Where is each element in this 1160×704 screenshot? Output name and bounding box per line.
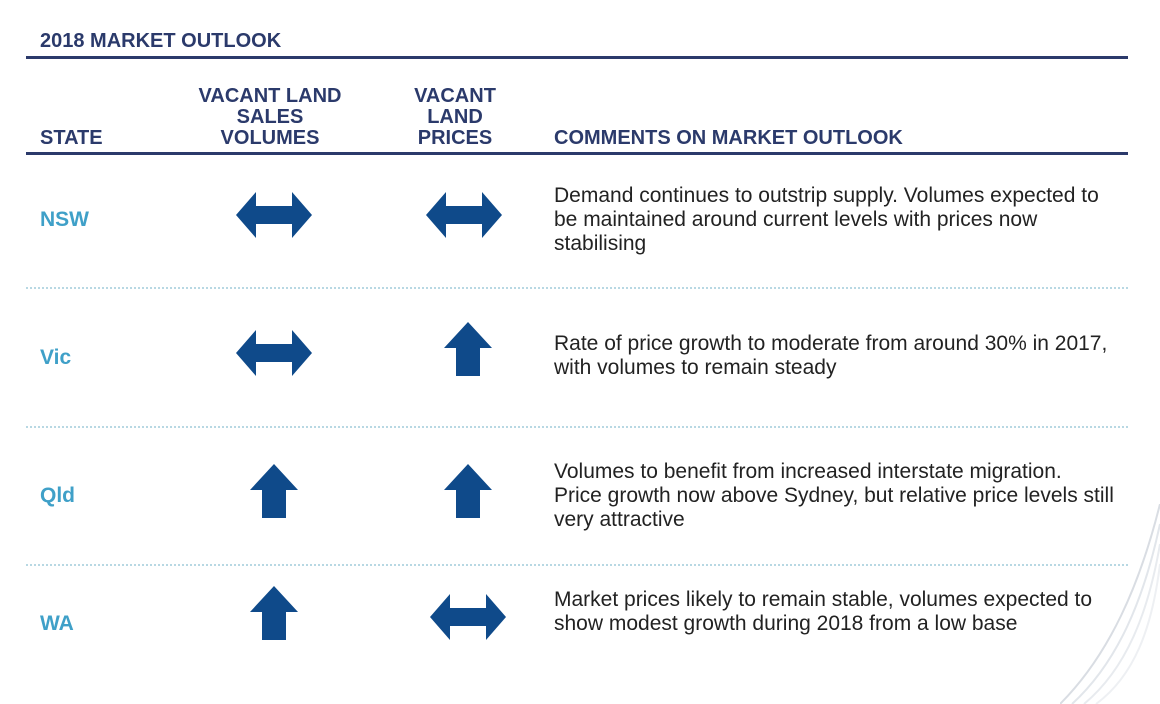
steady-arrow-icon bbox=[426, 192, 502, 238]
header-prices-line: LAND bbox=[427, 106, 483, 128]
table-row: WA Market prices likely to remain stable… bbox=[26, 568, 1128, 688]
state-label: NSW bbox=[40, 208, 89, 231]
header-volumes-line: VACANT LAND bbox=[198, 85, 342, 107]
state-label: Qld bbox=[40, 484, 75, 507]
decorative-swoosh-icon bbox=[1060, 504, 1160, 704]
steady-arrow-icon bbox=[236, 330, 312, 376]
table-row: Qld Volumes to benefit from increased in… bbox=[26, 430, 1128, 564]
header-prices-line: PRICES bbox=[417, 127, 493, 149]
up-arrow-icon bbox=[444, 464, 492, 518]
up-arrow-icon bbox=[250, 464, 298, 518]
header-volumes-line: SALES bbox=[236, 106, 304, 128]
row-divider bbox=[26, 426, 1128, 428]
header-state: STATE bbox=[40, 127, 103, 149]
row-divider bbox=[26, 564, 1128, 566]
title-divider bbox=[26, 56, 1128, 59]
header-comments: COMMENTS ON MARKET OUTLOOK bbox=[554, 127, 903, 149]
comment-text: Demand continues to outstrip supply. Vol… bbox=[554, 184, 1099, 255]
header-divider bbox=[26, 152, 1128, 155]
header-volumes-line: VOLUMES bbox=[220, 127, 320, 149]
up-arrow-icon bbox=[250, 586, 298, 640]
header-volumes: VACANT LAND SALES VOLUMES bbox=[180, 86, 360, 149]
steady-arrow-icon bbox=[430, 594, 506, 640]
page-title: 2018 MARKET OUTLOOK bbox=[40, 30, 282, 52]
state-label: Vic bbox=[40, 346, 72, 369]
up-arrow-icon bbox=[444, 322, 492, 376]
row-divider bbox=[26, 287, 1128, 289]
header-prices-line: VACANT bbox=[414, 85, 496, 107]
table-row: Vic Rate of price growth to moderate fro… bbox=[26, 290, 1128, 426]
steady-arrow-icon bbox=[236, 192, 312, 238]
comment-text: Volumes to benefit from increased inters… bbox=[554, 460, 1114, 531]
header-prices: VACANT LAND PRICES bbox=[400, 86, 510, 149]
comment-text: Rate of price growth to moderate from ar… bbox=[554, 332, 1108, 379]
comment-text: Market prices likely to remain stable, v… bbox=[554, 588, 1093, 635]
table-row: NSW Demand continues to outstrip supply.… bbox=[26, 160, 1128, 288]
state-label: WA bbox=[40, 612, 74, 635]
